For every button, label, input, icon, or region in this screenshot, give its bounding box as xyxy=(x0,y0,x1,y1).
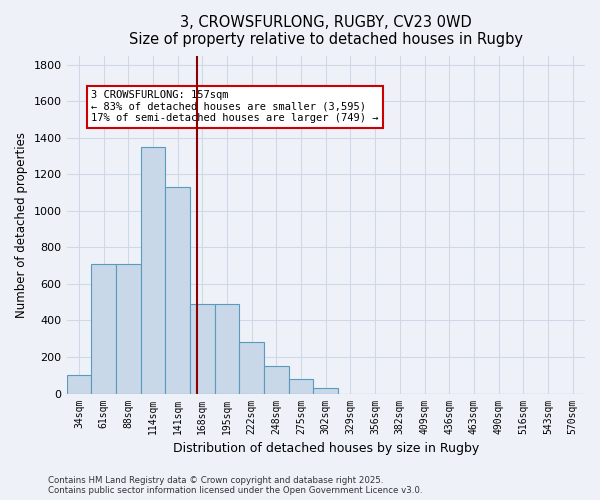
Text: 3 CROWSFURLONG: 157sqm
← 83% of detached houses are smaller (3,595)
17% of semi-: 3 CROWSFURLONG: 157sqm ← 83% of detached… xyxy=(91,90,379,124)
Bar xyxy=(140,147,165,394)
Bar xyxy=(215,304,239,394)
Bar xyxy=(264,366,289,394)
X-axis label: Distribution of detached houses by size in Rugby: Distribution of detached houses by size … xyxy=(173,442,479,455)
Bar xyxy=(116,264,140,394)
Bar xyxy=(165,187,190,394)
Bar xyxy=(239,342,264,394)
Text: Contains HM Land Registry data © Crown copyright and database right 2025.
Contai: Contains HM Land Registry data © Crown c… xyxy=(48,476,422,495)
Bar xyxy=(67,376,91,394)
Bar xyxy=(91,264,116,394)
Title: 3, CROWSFURLONG, RUGBY, CV23 0WD
Size of property relative to detached houses in: 3, CROWSFURLONG, RUGBY, CV23 0WD Size of… xyxy=(129,15,523,48)
Bar xyxy=(313,388,338,394)
Bar xyxy=(190,304,215,394)
Y-axis label: Number of detached properties: Number of detached properties xyxy=(15,132,28,318)
Bar xyxy=(289,379,313,394)
